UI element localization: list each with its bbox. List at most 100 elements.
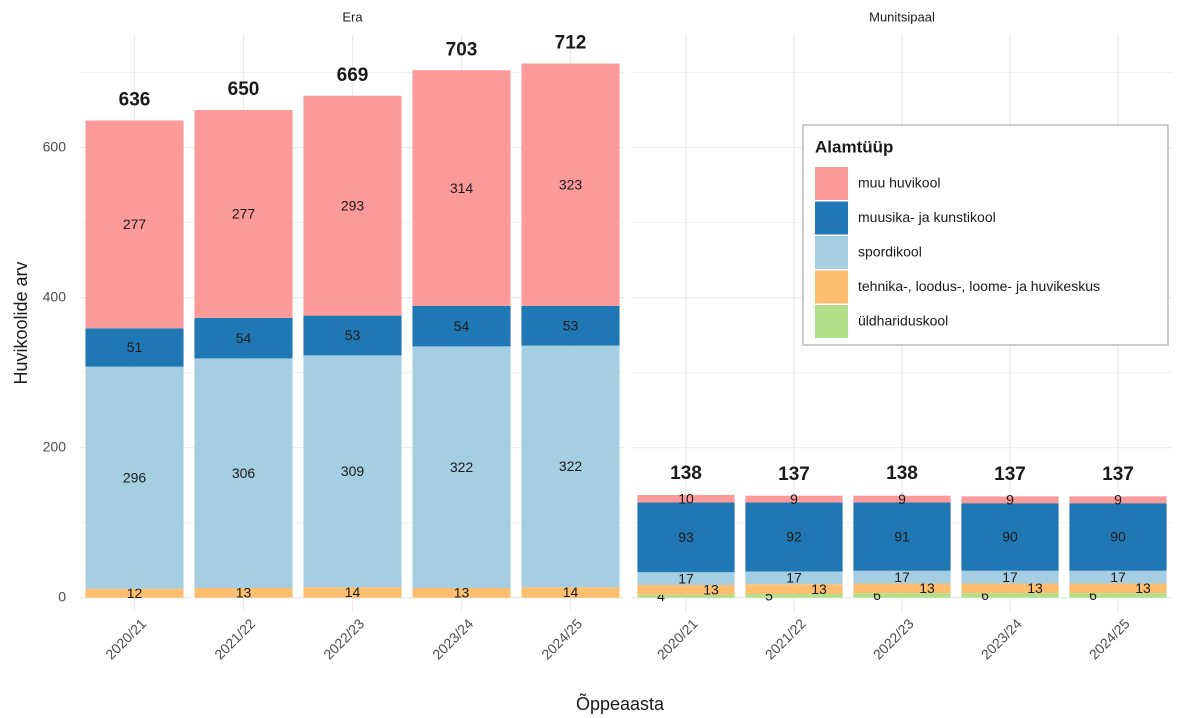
bar-segment xyxy=(1069,593,1167,598)
segment-label: 91 xyxy=(894,528,910,544)
total-label: 138 xyxy=(670,463,702,484)
bar-segment xyxy=(637,494,735,503)
bar-segment xyxy=(745,593,843,598)
segment-label: 6 xyxy=(981,587,989,603)
segment-label: 322 xyxy=(450,459,474,475)
segment-label: 14 xyxy=(345,584,361,600)
bar-segment xyxy=(745,502,843,572)
segment-label: 13 xyxy=(236,585,252,601)
legend-swatch xyxy=(815,270,848,304)
bar-segment xyxy=(521,305,620,346)
bar-segment xyxy=(412,70,511,306)
bar-segment xyxy=(85,366,184,589)
segment-label: 54 xyxy=(454,318,470,334)
segment-label: 322 xyxy=(559,458,583,474)
bar-segment xyxy=(745,571,843,585)
bar-segment xyxy=(853,495,951,503)
total-label: 636 xyxy=(119,90,151,111)
y-tick-label: 400 xyxy=(43,288,67,304)
segment-label: 14 xyxy=(563,584,579,600)
bar-segment xyxy=(303,355,402,588)
segment-label: 13 xyxy=(1135,580,1151,596)
legend-swatch xyxy=(815,201,848,235)
segment-label: 53 xyxy=(563,317,579,333)
segment-label: 9 xyxy=(1114,492,1122,508)
total-label: 138 xyxy=(886,463,918,484)
total-label: 137 xyxy=(994,464,1026,485)
bar-segment xyxy=(853,570,951,584)
segment-label: 4 xyxy=(657,588,665,604)
legend-label: tehnika-, loodus-, loome- ja huvikeskus xyxy=(858,278,1100,294)
bar-segment xyxy=(521,63,620,306)
y-tick-label: 0 xyxy=(58,588,66,604)
bar-segment xyxy=(961,570,1059,584)
segment-label: 51 xyxy=(127,339,143,355)
bar-segment xyxy=(961,503,1059,571)
segment-label: 314 xyxy=(450,180,474,196)
legend-swatch xyxy=(815,167,848,200)
total-label: 137 xyxy=(778,464,810,485)
segment-label: 306 xyxy=(232,465,256,481)
segment-label: 296 xyxy=(123,469,147,485)
x-tick-label: 2022/23 xyxy=(320,615,367,662)
bar-segment xyxy=(194,587,293,598)
facet-title: Munitsipaal xyxy=(869,9,935,24)
segment-label: 17 xyxy=(1110,569,1126,585)
segment-label: 13 xyxy=(703,582,719,598)
bar-segment xyxy=(853,583,951,594)
segment-label: 13 xyxy=(919,580,935,596)
bar-segment xyxy=(1069,496,1167,504)
segment-label: 12 xyxy=(127,585,143,601)
total-label: 650 xyxy=(228,79,260,100)
segment-label: 5 xyxy=(765,588,773,604)
legend-label: üldhariduskool xyxy=(858,313,948,329)
segment-label: 13 xyxy=(454,585,470,601)
y-axis-label: Huvikoolide arv xyxy=(11,261,31,384)
total-label: 703 xyxy=(446,39,478,60)
segment-label: 10 xyxy=(678,490,694,506)
segment-label: 6 xyxy=(1089,587,1097,603)
bar-segment xyxy=(521,345,620,588)
segment-label: 17 xyxy=(1002,569,1018,585)
legend-label: spordikool xyxy=(858,244,922,260)
bar-segment xyxy=(194,110,293,318)
bar-segment xyxy=(637,502,735,573)
x-tick-label: 2023/24 xyxy=(429,615,476,662)
legend-box xyxy=(802,124,1169,346)
bar-segment xyxy=(194,358,293,588)
x-tick-label: 2022/23 xyxy=(870,615,917,662)
bar-segment xyxy=(853,502,951,571)
segment-label: 92 xyxy=(786,529,802,545)
x-axis-label: Õppeaasta xyxy=(576,693,665,714)
legend-label: muu huvikool xyxy=(858,175,941,191)
segment-label: 309 xyxy=(341,463,365,479)
y-tick-label: 600 xyxy=(43,138,67,154)
bar-segment xyxy=(637,572,735,585)
x-tick-label: 2021/22 xyxy=(211,615,258,662)
total-label: 669 xyxy=(337,65,369,86)
bar-segment xyxy=(853,593,951,598)
bar-segment xyxy=(637,584,735,595)
x-tick-label: 2024/25 xyxy=(1086,615,1133,662)
bar-segment xyxy=(1069,503,1167,571)
x-tick-label: 2021/22 xyxy=(762,615,809,662)
bar-segment xyxy=(85,328,184,367)
facet-title: Era xyxy=(342,9,363,24)
x-tick-label: 2020/21 xyxy=(102,615,149,662)
segment-label: 293 xyxy=(341,197,365,213)
bar-segment xyxy=(303,315,402,356)
bar-segment xyxy=(961,583,1059,594)
segment-label: 13 xyxy=(1027,580,1043,596)
segment-label: 9 xyxy=(1006,492,1014,508)
bar-segment xyxy=(85,120,184,329)
segment-label: 277 xyxy=(123,216,147,232)
segment-label: 17 xyxy=(678,570,694,586)
segment-label: 6 xyxy=(873,587,881,603)
x-tick-label: 2024/25 xyxy=(538,615,585,662)
segment-label: 17 xyxy=(786,570,802,586)
legend-label: muusika- ja kunstikool xyxy=(858,209,996,225)
segment-label: 9 xyxy=(898,491,906,507)
y-tick-label: 200 xyxy=(43,438,67,454)
total-label: 712 xyxy=(555,33,587,54)
